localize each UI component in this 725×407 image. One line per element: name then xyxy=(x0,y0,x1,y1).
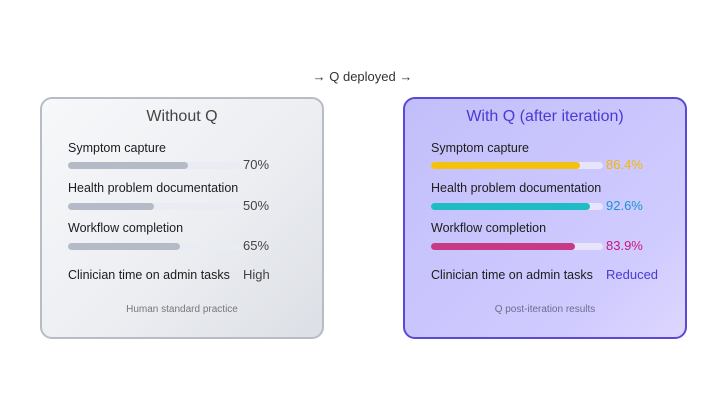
health-documentation-label: Health problem documentation xyxy=(68,181,239,195)
admin-time-value: High xyxy=(243,267,270,282)
health-documentation-value: 92.6% xyxy=(606,198,643,213)
symptom-capture-label: Symptom capture xyxy=(431,141,529,155)
without-q-caption: Human standard practice xyxy=(126,304,238,315)
admin-time-label: Clinician time on admin tasks xyxy=(431,268,593,282)
workflow-completion-bar-fill xyxy=(68,243,180,250)
workflow-completion-bar xyxy=(68,243,240,250)
q-deployed-label: → Q deployed → xyxy=(312,69,413,84)
symptom-capture-bar xyxy=(431,162,603,169)
workflow-completion-value: 65% xyxy=(243,238,270,253)
workflow-completion-label: Workflow completion xyxy=(68,221,184,235)
without-q-panel: Without Q Symptom capture 70% Health pro… xyxy=(40,97,324,339)
with-q-caption: Q post-iteration results xyxy=(494,304,596,315)
symptom-capture-bar xyxy=(68,162,240,169)
symptom-capture-value: 86.4% xyxy=(606,157,643,172)
health-documentation-value: 50% xyxy=(243,198,270,213)
symptom-capture-bar-fill xyxy=(431,162,580,169)
health-documentation-label: Health problem documentation xyxy=(431,181,602,195)
admin-time-value: Reduced xyxy=(606,267,659,282)
without-q-title: Without Q xyxy=(146,108,218,125)
admin-time-label: Clinician time on admin tasks xyxy=(68,268,230,282)
symptom-capture-label: Symptom capture xyxy=(68,141,166,155)
workflow-completion-bar-fill xyxy=(431,243,576,250)
workflow-completion-bar xyxy=(431,243,603,250)
workflow-completion-label: Workflow completion xyxy=(431,221,547,235)
symptom-capture-value: 70% xyxy=(243,157,270,172)
health-documentation-bar-fill xyxy=(68,203,154,210)
health-documentation-bar xyxy=(431,203,603,210)
health-documentation-bar-fill xyxy=(431,203,591,210)
with-q-panel: With Q (after iteration) Symptom capture… xyxy=(403,97,687,339)
health-documentation-bar xyxy=(68,203,240,210)
symptom-capture-bar-fill xyxy=(68,162,189,169)
workflow-completion-value: 83.9% xyxy=(606,238,643,253)
with-q-title: With Q (after iteration) xyxy=(466,108,624,125)
